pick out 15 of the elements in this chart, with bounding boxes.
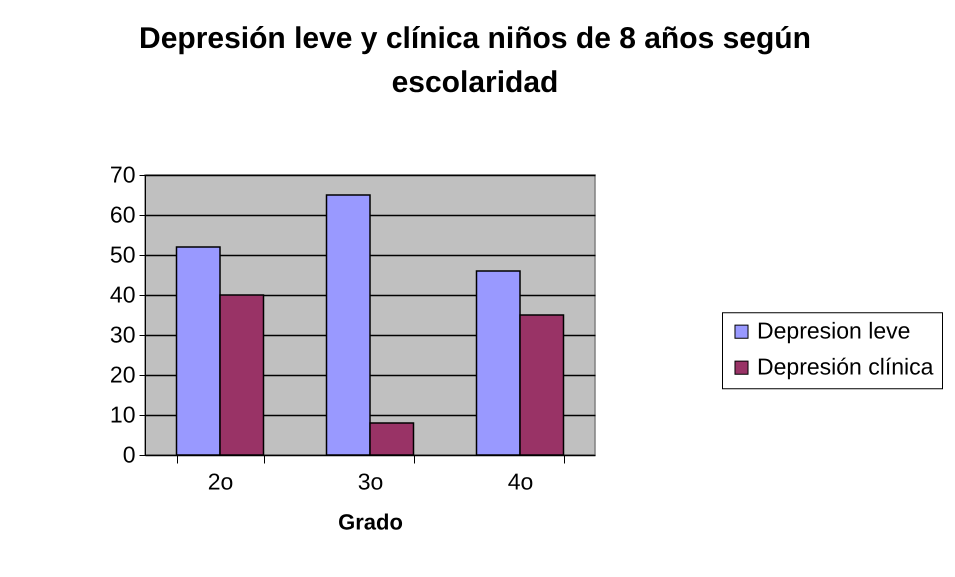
x-tick-label: 4o <box>508 468 534 494</box>
y-tick-label: 60 <box>110 202 136 228</box>
y-tick-label: 70 <box>110 162 136 188</box>
y-tick-label: 50 <box>110 242 136 268</box>
y-tick-label: 30 <box>110 322 136 348</box>
x-tick-label: 3o <box>358 468 384 494</box>
y-tick-label: 20 <box>110 362 136 388</box>
legend-label: Depresión clínica <box>757 354 934 380</box>
y-tick-label: 40 <box>110 282 136 308</box>
legend-label: Depresion leve <box>757 318 910 344</box>
y-tick-label: 0 <box>122 442 136 468</box>
x-axis-title: Grado <box>338 510 403 534</box>
y-tick-label: 10 <box>110 402 136 428</box>
x-tick-label: 2o <box>208 468 234 494</box>
chart-title: Depresión leve y clínica niños de 8 años según escolaridad <box>139 22 811 99</box>
